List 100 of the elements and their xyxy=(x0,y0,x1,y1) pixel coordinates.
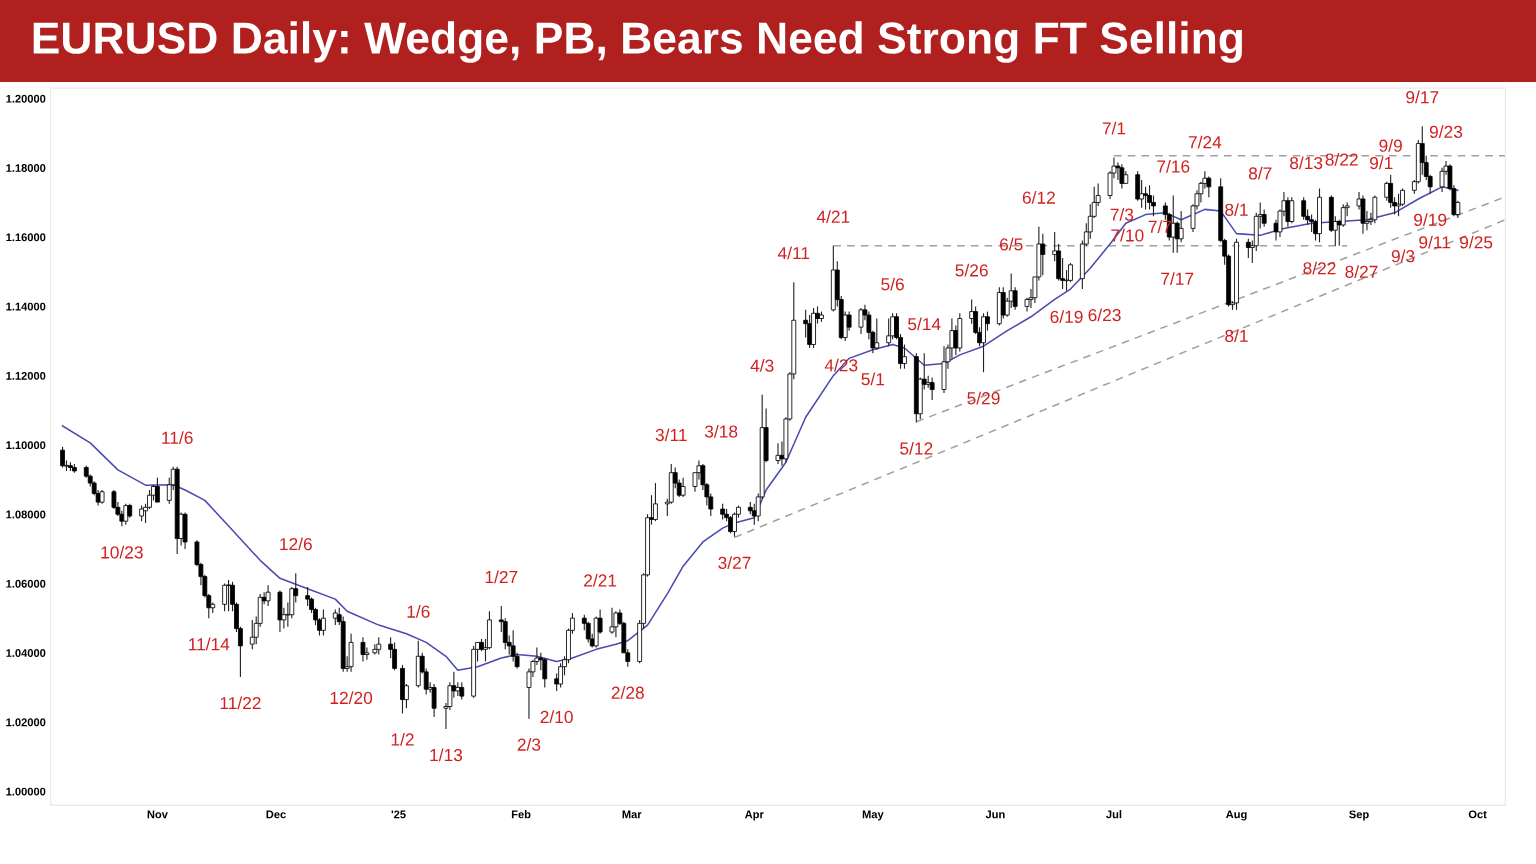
candlestick xyxy=(1301,196,1307,221)
annotation: 2/21 xyxy=(584,573,617,587)
y-tick-label: 1.06000 xyxy=(6,579,46,588)
annotation: 4/21 xyxy=(816,210,850,223)
candlestick xyxy=(1000,286,1006,320)
annotation: 5/6 xyxy=(881,277,904,291)
candlestick xyxy=(1289,196,1295,224)
annotation: 8/22 xyxy=(1303,261,1336,275)
annotation: 9/1 xyxy=(1370,156,1393,170)
annotation: 8/7 xyxy=(1248,166,1272,180)
candlestick xyxy=(222,582,227,612)
y-tick-label: 1.14000 xyxy=(6,302,46,311)
x-tick-label: Oct xyxy=(1468,810,1487,819)
annotation: 11/14 xyxy=(189,637,230,651)
annotation: 4/11 xyxy=(777,246,810,260)
x-tick-label: '25 xyxy=(391,810,406,819)
y-tick-label: 1.04000 xyxy=(6,649,46,657)
annotation: 5/14 xyxy=(908,317,941,331)
annotation: 12/20 xyxy=(330,691,373,705)
annotation: 8/1 xyxy=(1225,203,1248,216)
x-tick-label: Nov xyxy=(147,810,168,819)
annotation: 5/12 xyxy=(900,441,933,455)
candlestick xyxy=(155,477,160,503)
candlestick xyxy=(858,307,864,335)
y-tick-label: 1.08000 xyxy=(6,510,46,519)
candlestick xyxy=(249,619,255,650)
annotation: 8/22 xyxy=(1325,152,1358,166)
x-tick-label: Dec xyxy=(266,810,286,819)
x-tick-label: Jun xyxy=(985,810,1005,819)
annotation: 9/3 xyxy=(1391,249,1415,263)
x-tick-label: Apr xyxy=(744,810,764,821)
annotation: 10/23 xyxy=(101,545,143,559)
candlestick xyxy=(1143,186,1148,210)
annotation: 1/6 xyxy=(407,605,430,618)
annotation: 1/27 xyxy=(485,570,518,584)
annotation: 8/1 xyxy=(1225,329,1248,343)
candlestick xyxy=(542,657,548,689)
annotation: 3/11 xyxy=(655,428,687,442)
annotation: 9/11 xyxy=(1419,235,1451,249)
x-tick-label: Jul xyxy=(1106,810,1122,819)
y-tick-label: 1.10000 xyxy=(6,441,46,450)
candlestick xyxy=(1040,233,1046,276)
annotation: 6/19 xyxy=(1050,310,1083,323)
annotation: 11/22 xyxy=(220,696,261,710)
annotation: 7/17 xyxy=(1161,272,1194,285)
candlestick xyxy=(1206,175,1212,198)
candlestick xyxy=(265,584,271,607)
annotation: 8/27 xyxy=(1345,265,1378,278)
candlestick xyxy=(321,608,326,637)
x-tick-label: Feb xyxy=(511,810,531,819)
candlestick xyxy=(653,482,658,522)
annotation: 7/24 xyxy=(1188,135,1222,149)
candlestick xyxy=(886,317,892,347)
x-tick-label: Mar xyxy=(622,810,642,819)
candlestick xyxy=(431,683,437,718)
candlestick xyxy=(392,641,397,671)
annotation: 7/3 xyxy=(1110,208,1134,221)
annotation: 9/19 xyxy=(1414,213,1447,226)
candlestick xyxy=(775,442,781,465)
candlestick xyxy=(1372,194,1378,224)
annotation: 9/17 xyxy=(1406,90,1439,104)
annotation: 5/1 xyxy=(861,372,885,386)
y-tick-label: 1.12000 xyxy=(6,371,46,380)
annotation: 3/18 xyxy=(704,424,738,438)
chart-title: EURUSD Daily: Wedge, PB, Bears Need Strong FT Selling xyxy=(33,21,1242,63)
annotation: 9/23 xyxy=(1429,125,1463,138)
annotation: 9/9 xyxy=(1379,139,1402,152)
annotation: 2/28 xyxy=(611,686,644,699)
annotation: 5/26 xyxy=(955,263,988,277)
annotation: 11/6 xyxy=(162,431,193,444)
candlestick xyxy=(1178,210,1184,243)
annotation: 6/23 xyxy=(1088,308,1121,322)
candlestick xyxy=(1245,238,1251,259)
candlestick xyxy=(226,579,231,612)
annotation: 2/3 xyxy=(517,738,541,751)
candlestick xyxy=(360,636,366,663)
annotation: 7/16 xyxy=(1157,159,1190,173)
annotation: 6/5 xyxy=(1000,237,1023,251)
candlestick xyxy=(60,446,65,469)
candlestick xyxy=(874,317,880,351)
y-tick-label: 1.18000 xyxy=(6,164,46,172)
y-tick-label: 1.00000 xyxy=(6,787,46,796)
annotation: 12/6 xyxy=(280,537,312,551)
annotation: 7/1 xyxy=(1102,121,1126,135)
annotation: 2/10 xyxy=(540,710,573,724)
annotation: 9/25 xyxy=(1460,235,1493,249)
annotation: 4/3 xyxy=(750,359,774,372)
x-tick-label: May xyxy=(862,810,884,821)
annotation: 1/13 xyxy=(430,748,463,762)
x-tick-label: Aug xyxy=(1225,810,1247,821)
annotation: 6/12 xyxy=(1022,191,1055,204)
annotation: 1/2 xyxy=(391,732,414,746)
candlestick xyxy=(609,607,615,635)
y-tick-label: 1.20000 xyxy=(6,94,46,103)
x-tick-label: Sep xyxy=(1349,810,1369,821)
y-tick-label: 1.02000 xyxy=(6,718,46,727)
annotation: 5/29 xyxy=(967,391,1000,405)
annotation: 3/27 xyxy=(718,556,751,569)
y-tick-label: 1.16000 xyxy=(6,233,46,242)
annotation: 8/13 xyxy=(1290,156,1323,170)
